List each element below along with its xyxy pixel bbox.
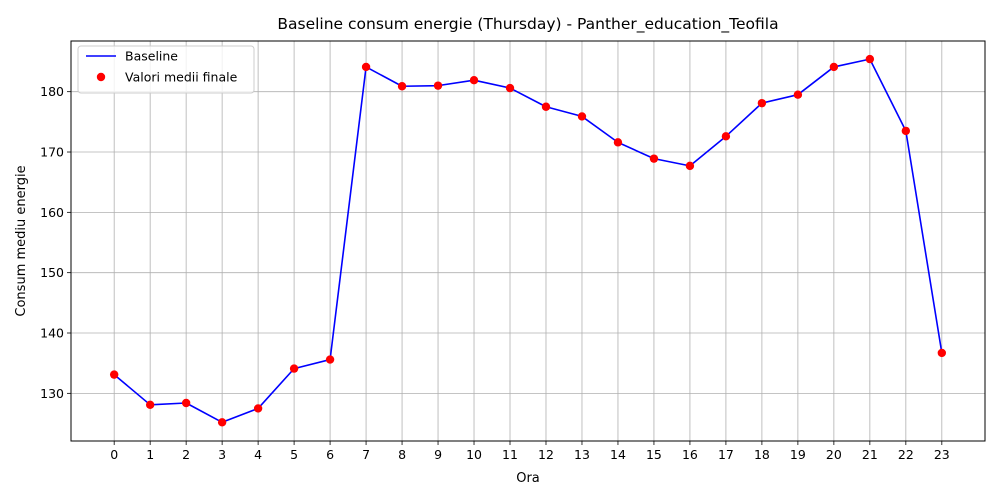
legend-box: [77, 45, 255, 94]
x-tick-label: 23: [934, 447, 950, 462]
scatter-point: [361, 62, 371, 72]
scatter-point: [577, 112, 587, 121]
x-tick-label: 5: [290, 447, 298, 462]
scatter-point: [901, 126, 911, 136]
x-tick-label: 0: [110, 447, 118, 462]
chart-title: Baseline consum energie (Thursday) - Pan…: [277, 15, 778, 34]
x-axis-label: Ora: [516, 471, 540, 486]
scatter-point: [397, 82, 407, 91]
scatter-point: [469, 76, 479, 85]
x-axis-ticks: 0 1 2 3 4 5 6 7 8 9 10 11 12 13 14 15 16 17 18 19 20 21 22 23: [110, 441, 950, 462]
scatter-point: [541, 102, 551, 111]
x-tick-label: 9: [434, 447, 442, 462]
y-tick-label: 180: [40, 84, 64, 99]
x-tick-label: 4: [254, 447, 262, 462]
scatter-point: [253, 404, 263, 413]
scatter-point: [721, 132, 731, 141]
scatter-point: [505, 83, 515, 93]
series-layer: [109, 54, 947, 427]
x-tick-label: 16: [682, 447, 698, 462]
plot-frame: [70, 40, 986, 442]
scatter-point: [325, 355, 335, 364]
scatter-point: [937, 348, 947, 358]
x-tick-label: 6: [326, 447, 334, 462]
y-tick-label: 160: [40, 205, 64, 220]
y-tick-label: 170: [40, 145, 64, 160]
x-tick-label: 13: [574, 447, 590, 462]
x-tick-label: 2: [182, 447, 190, 462]
x-tick-label: 11: [502, 447, 518, 462]
x-tick-label: 17: [718, 447, 734, 462]
scatter-point: [217, 418, 227, 427]
x-tick-label: 14: [610, 447, 626, 462]
x-tick-label: 21: [862, 447, 878, 462]
x-tick-label: 7: [362, 447, 370, 462]
x-tick-label: 12: [538, 447, 554, 462]
scatter-point: [685, 161, 695, 171]
legend-label-baseline: Baseline: [125, 49, 178, 64]
x-tick-label: 15: [646, 447, 662, 462]
scatter-point: [109, 370, 119, 379]
y-axis-label: Consum mediu energie: [14, 165, 29, 316]
x-tick-label: 22: [898, 447, 914, 462]
y-tick-label: 130: [40, 386, 64, 401]
x-tick-label: 1: [146, 447, 154, 462]
x-tick-label: 3: [218, 447, 226, 462]
x-tick-label: 10: [466, 447, 482, 462]
scatter-point: [289, 364, 299, 373]
x-tick-label: 18: [754, 447, 770, 462]
x-tick-label: 8: [398, 447, 406, 462]
scatter-point: [793, 90, 803, 99]
legend-label-valori-medii-finale: Valori medii finale: [125, 70, 238, 85]
x-tick-label: 19: [790, 447, 806, 462]
scatter-point: [865, 54, 875, 64]
scatter-point: [145, 400, 155, 410]
y-tick-label: 150: [40, 265, 64, 280]
legend: Baseline Valori medii finale: [77, 45, 255, 94]
legend-marker-swatch: [96, 72, 106, 82]
scatter-point: [181, 398, 191, 408]
scatter-point: [433, 81, 443, 90]
grid: [71, 41, 985, 441]
scatter-point: [649, 154, 659, 163]
scatter-point: [613, 138, 623, 147]
x-tick-label: 20: [826, 447, 842, 462]
scatter-point: [829, 62, 839, 72]
y-axis-ticks: 130 140 150 160 170 180: [40, 84, 71, 401]
scatter-point: [757, 98, 767, 108]
y-tick-label: 140: [40, 326, 64, 341]
series-line-baseline: [113, 58, 943, 424]
